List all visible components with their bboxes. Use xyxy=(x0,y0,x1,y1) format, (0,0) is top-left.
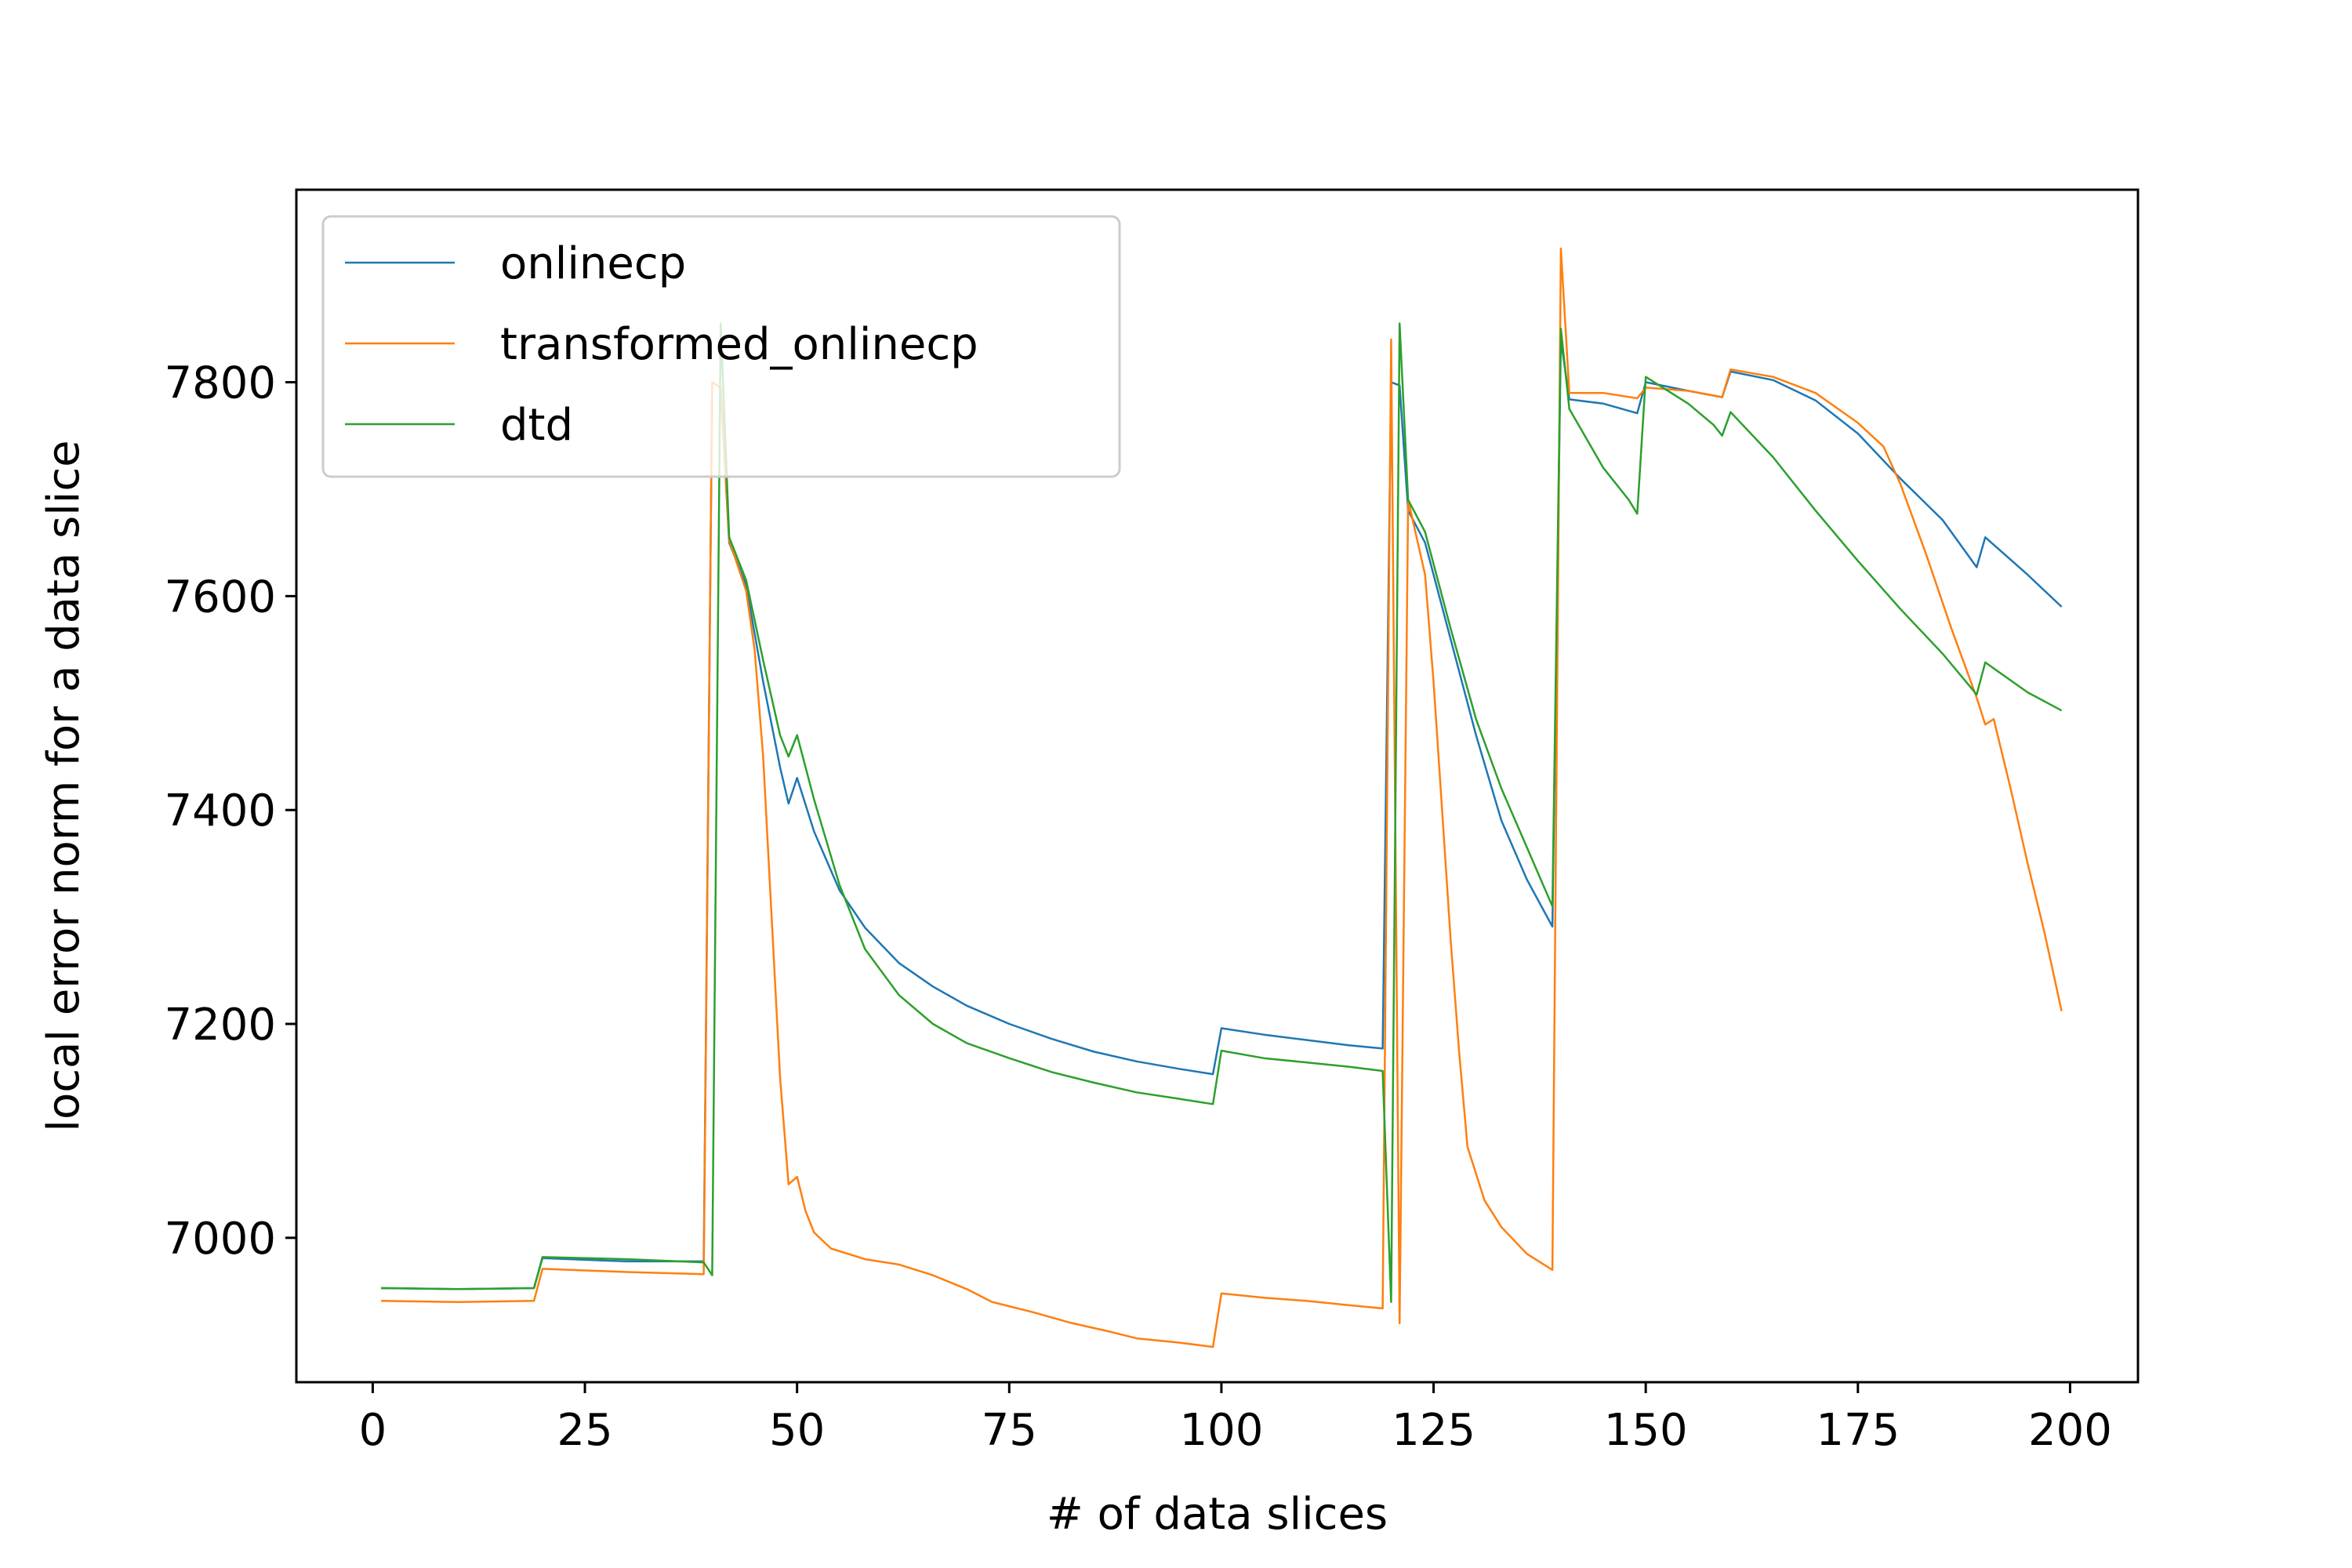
x-tick-label: 50 xyxy=(769,1405,825,1456)
x-tick-label: 25 xyxy=(557,1405,612,1456)
x-tick-label: 100 xyxy=(1179,1405,1263,1456)
legend-label-dtd: dtd xyxy=(500,400,573,451)
y-tick-label: 7400 xyxy=(164,786,276,837)
y-axis: 7000 7200 7400 7600 7800 xyxy=(164,358,296,1265)
legend-box xyxy=(321,215,1121,478)
x-axis-label: # of data slices xyxy=(1047,1489,1388,1540)
x-tick-label: 75 xyxy=(982,1405,1037,1456)
y-tick-label: 7800 xyxy=(164,358,276,409)
series-line-transformed-onlinecp xyxy=(381,247,2063,1348)
series-line-dtd xyxy=(381,322,2063,1303)
series-layer xyxy=(381,247,2063,1348)
plot-frame xyxy=(295,188,2140,1384)
x-tick-label: 0 xyxy=(359,1405,387,1456)
y-tick-label: 7600 xyxy=(164,572,276,622)
y-axis-label: local error norm for a data slice xyxy=(38,440,89,1131)
x-tick-label: 125 xyxy=(1392,1405,1475,1456)
y-tick-label: 7200 xyxy=(164,1000,276,1051)
x-axis: 0 25 50 75 100 125 150 175 200 xyxy=(359,1382,2112,1456)
legend-label-onlinecp: onlinecp xyxy=(500,238,686,289)
x-tick-label: 200 xyxy=(2028,1405,2112,1456)
x-tick-label: 150 xyxy=(1604,1405,1688,1456)
x-tick-label: 175 xyxy=(1816,1405,1900,1456)
legend-label-transformed-onlinecp: transformed_onlinecp xyxy=(500,319,978,370)
y-tick-label: 7000 xyxy=(164,1214,276,1265)
